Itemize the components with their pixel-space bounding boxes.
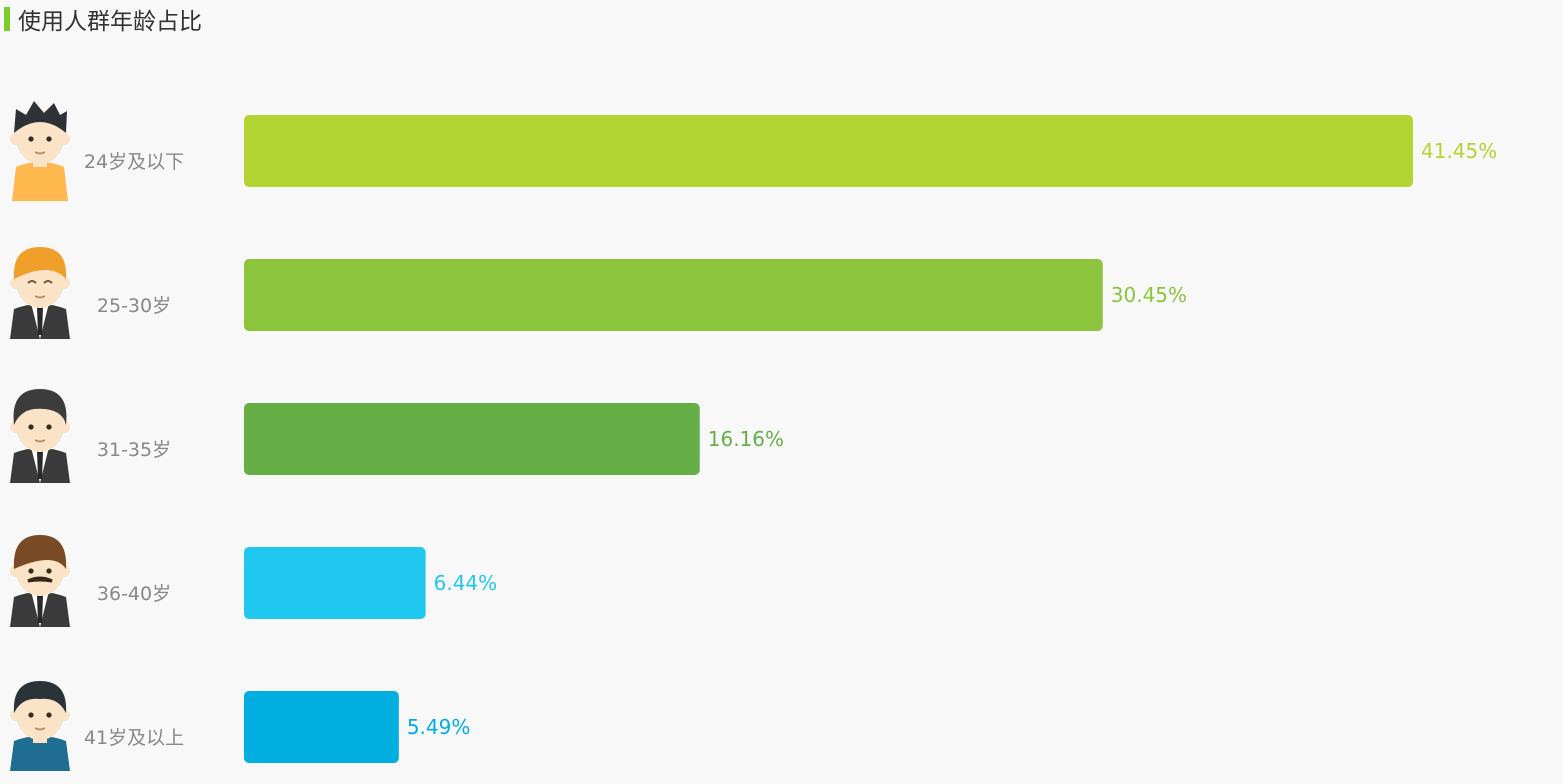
value-label: 5.49% [407,715,471,739]
avatar-young-man-icon [10,247,70,339]
chart-title-wrap: 使用人群年龄占比 [4,4,202,35]
bar [244,403,700,475]
bar [244,547,426,619]
category-label: 36-40岁 [97,583,171,605]
category-label: 41岁及以上 [84,727,184,749]
bar [244,259,1103,331]
category-label: 25-30岁 [97,295,171,317]
value-label: 6.44% [434,571,498,595]
bar [244,115,1413,187]
title-accent-bar [4,7,10,31]
avatar-mustache-man-icon [10,535,70,627]
value-label: 41.45% [1421,139,1497,163]
avatar-young-boy-icon [10,101,70,201]
avatar-businessman-icon [10,389,70,483]
value-label: 16.16% [708,427,784,451]
bar [244,691,399,763]
category-label: 31-35岁 [97,439,171,461]
chart-title: 使用人群年龄占比 [18,9,202,35]
avatar-older-man-icon [10,681,70,771]
value-label: 30.45% [1111,283,1187,307]
category-label: 24岁及以下 [84,151,184,173]
